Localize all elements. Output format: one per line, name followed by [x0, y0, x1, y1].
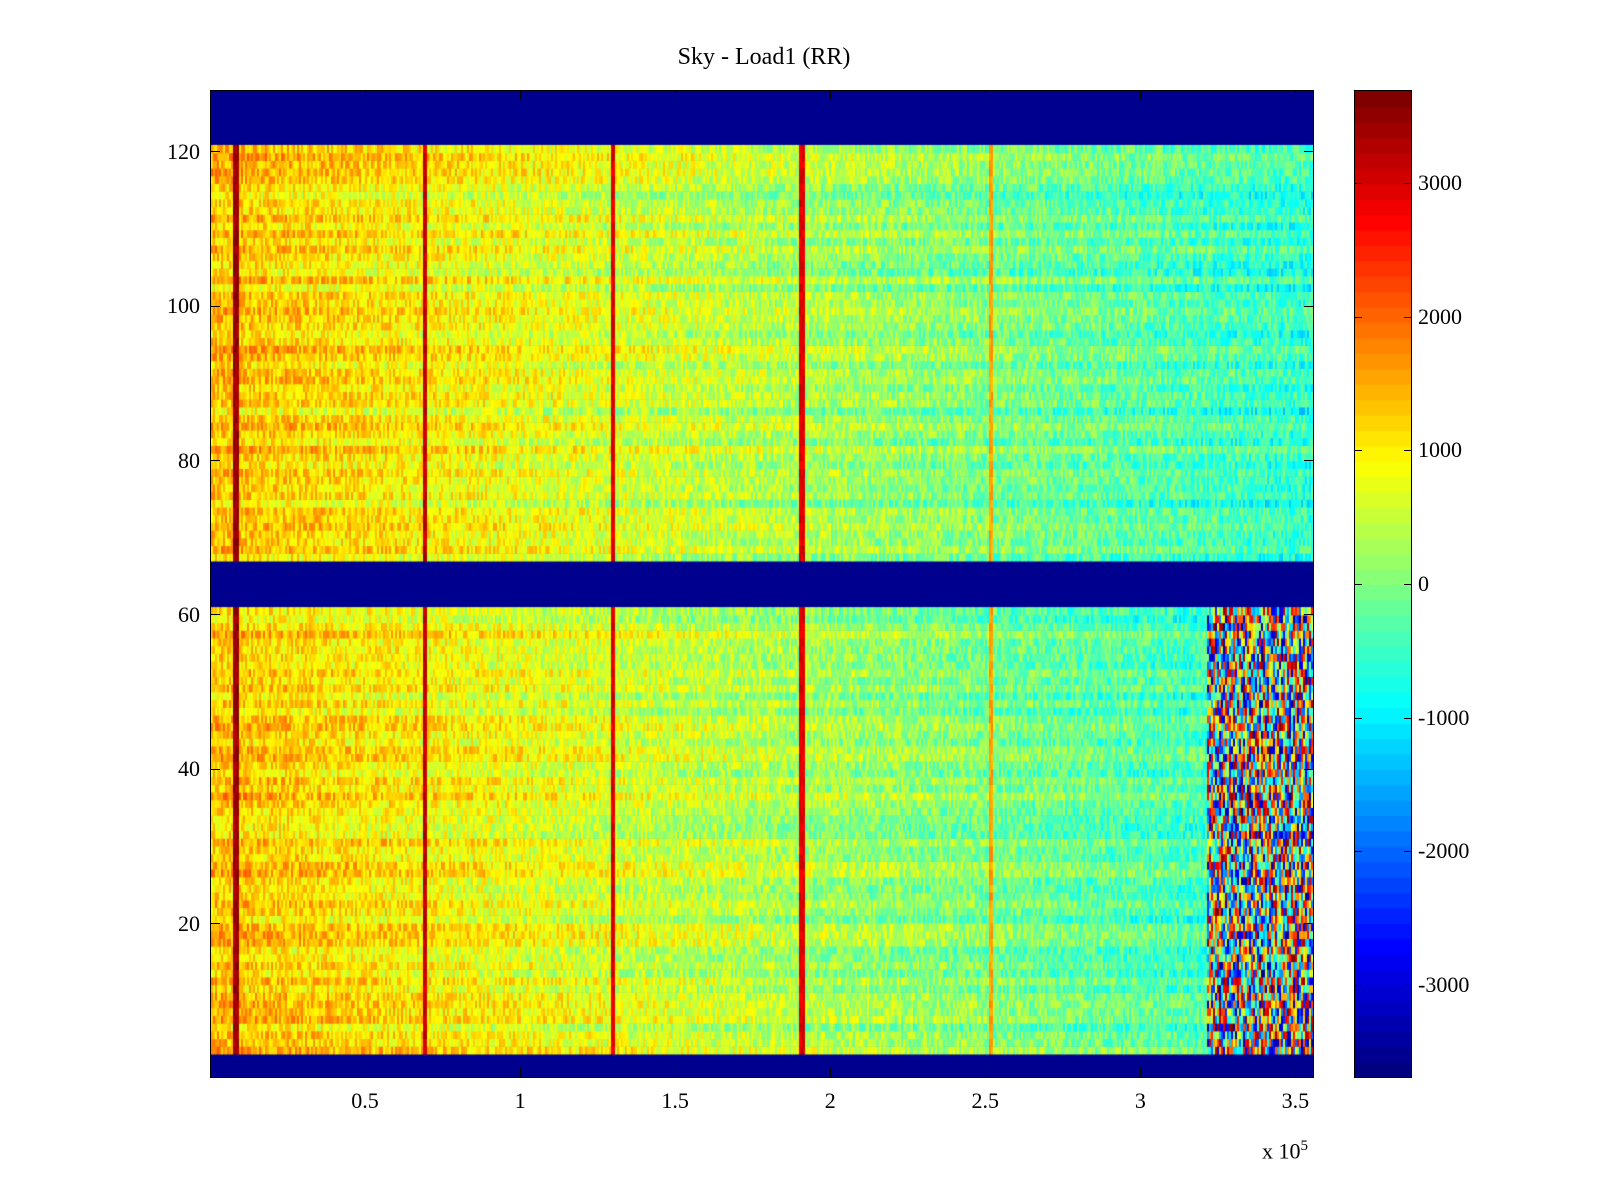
x-tick-bottom [364, 1068, 366, 1078]
colorbar-tick-label: 1000 [1418, 437, 1462, 463]
y-tick-left [210, 460, 220, 461]
colorbar-tick-label: 2000 [1418, 303, 1462, 329]
y-tick-label: 20 [178, 910, 200, 936]
colorbar-tick-label: -3000 [1418, 971, 1470, 997]
x-tick-top [984, 90, 986, 100]
x-tick-bottom [519, 1068, 521, 1078]
y-tick-left [210, 151, 220, 153]
colorbar-tick-left [1354, 584, 1362, 585]
x-tick-top [364, 90, 366, 100]
y-tick-label: 100 [167, 293, 200, 319]
x-tick-bottom [984, 1068, 986, 1078]
colorbar-tick-left [1354, 851, 1362, 853]
x-tick-bottom [829, 1068, 831, 1078]
colorbar-tick-right [1404, 851, 1412, 853]
chart-title: Sky - Load1 (RR) [677, 44, 851, 70]
y-tick-right [1304, 151, 1314, 153]
colorbar-tick-label: -1000 [1418, 704, 1470, 730]
x-multiplier-base: x 10 [1262, 1138, 1301, 1164]
x-tick-top [829, 90, 831, 100]
y-tick-left [210, 614, 220, 616]
y-tick-left [210, 923, 220, 925]
y-tick-right [1304, 923, 1314, 925]
y-tick-left [210, 768, 220, 770]
x-tick-label: 2 [824, 1088, 836, 1113]
colorbar-tick-right [1404, 584, 1412, 585]
y-tick-label: 120 [167, 138, 200, 164]
x-tick-top [1139, 90, 1141, 100]
x-tick-label: 0.5 [351, 1088, 379, 1113]
colorbar-tick-right [1404, 316, 1412, 318]
x-tick-label: 3.5 [1281, 1088, 1310, 1113]
x-tick-label: 1.5 [661, 1088, 689, 1113]
y-tick-right [1304, 460, 1314, 461]
colorbar-tick-right [1404, 717, 1412, 719]
x-multiplier-exponent: 5 [1300, 1138, 1309, 1154]
colorbar-tick-right [1404, 450, 1412, 452]
y-tick-right [1304, 614, 1314, 616]
colorbar-tick-right [1404, 183, 1412, 185]
colorbar-tick-left [1354, 450, 1362, 452]
heatmap-image [211, 91, 1313, 1077]
x-tick-bottom [1139, 1068, 1141, 1078]
y-tick-right [1304, 768, 1314, 770]
x-tick-top [674, 90, 676, 100]
y-tick-label: 80 [178, 447, 200, 473]
x-tick-label: 3 [1134, 1088, 1146, 1113]
colorbar-tick-left [1354, 316, 1362, 318]
y-tick-right [1304, 305, 1314, 307]
colorbar-gradient [1355, 91, 1411, 1077]
x-tick-label: 2.5 [971, 1088, 1000, 1113]
y-tick-label: 40 [178, 756, 200, 782]
colorbar-tick-left [1354, 183, 1362, 185]
x-tick-label: 1 [514, 1088, 526, 1113]
x-tick-top [1294, 90, 1296, 100]
x-tick-bottom [1294, 1068, 1296, 1078]
colorbar-tick-left [1354, 717, 1362, 719]
colorbar-tick-label: 0 [1418, 571, 1429, 596]
colorbar-tick-right [1404, 984, 1412, 986]
x-tick-top [519, 90, 521, 100]
x-axis-multiplier: x 105 [1262, 1138, 1308, 1164]
y-tick-label: 60 [178, 601, 200, 627]
y-tick-left [210, 305, 220, 307]
plot-area [210, 90, 1314, 1078]
colorbar-tick-label: 3000 [1418, 170, 1462, 196]
colorbar-tick-left [1354, 984, 1362, 986]
colorbar-tick-label: -2000 [1418, 838, 1470, 864]
x-tick-bottom [674, 1068, 676, 1078]
